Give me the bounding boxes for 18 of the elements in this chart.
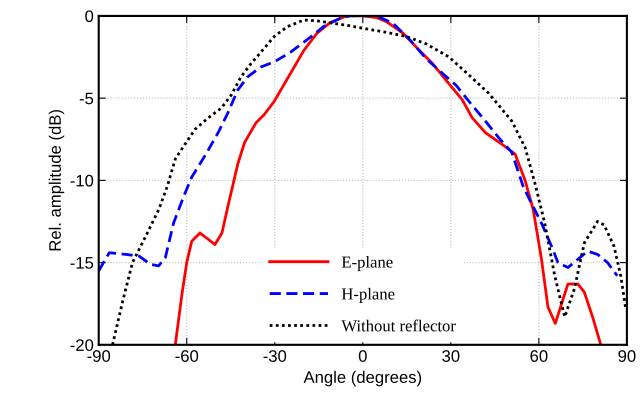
y-tick-label: -20 <box>70 339 94 352</box>
y-axis-title: Rel. amplitude (dB) <box>48 110 64 250</box>
y-tick-label: -15 <box>70 257 94 269</box>
line-series <box>98 16 619 278</box>
x-tick-label: 90 <box>618 350 636 362</box>
x-tick-label: -60 <box>175 350 198 362</box>
y-tick-label: -5 <box>80 92 94 104</box>
x-tick-label: 0 <box>358 350 367 362</box>
x-tick-label: 60 <box>530 350 548 362</box>
y-tick-label: -10 <box>70 174 94 187</box>
x-tick-label: -90 <box>87 350 110 362</box>
legend-label: Without reflector <box>341 320 456 332</box>
legend-label: H-plane <box>342 288 394 303</box>
x-axis-title: Angle (degrees) <box>304 370 422 386</box>
x-tick-label: -30 <box>263 350 286 362</box>
x-tick-label: 30 <box>442 350 460 362</box>
legend-label: E-plane <box>342 256 393 272</box>
y-tick-label: 0 <box>85 10 94 22</box>
